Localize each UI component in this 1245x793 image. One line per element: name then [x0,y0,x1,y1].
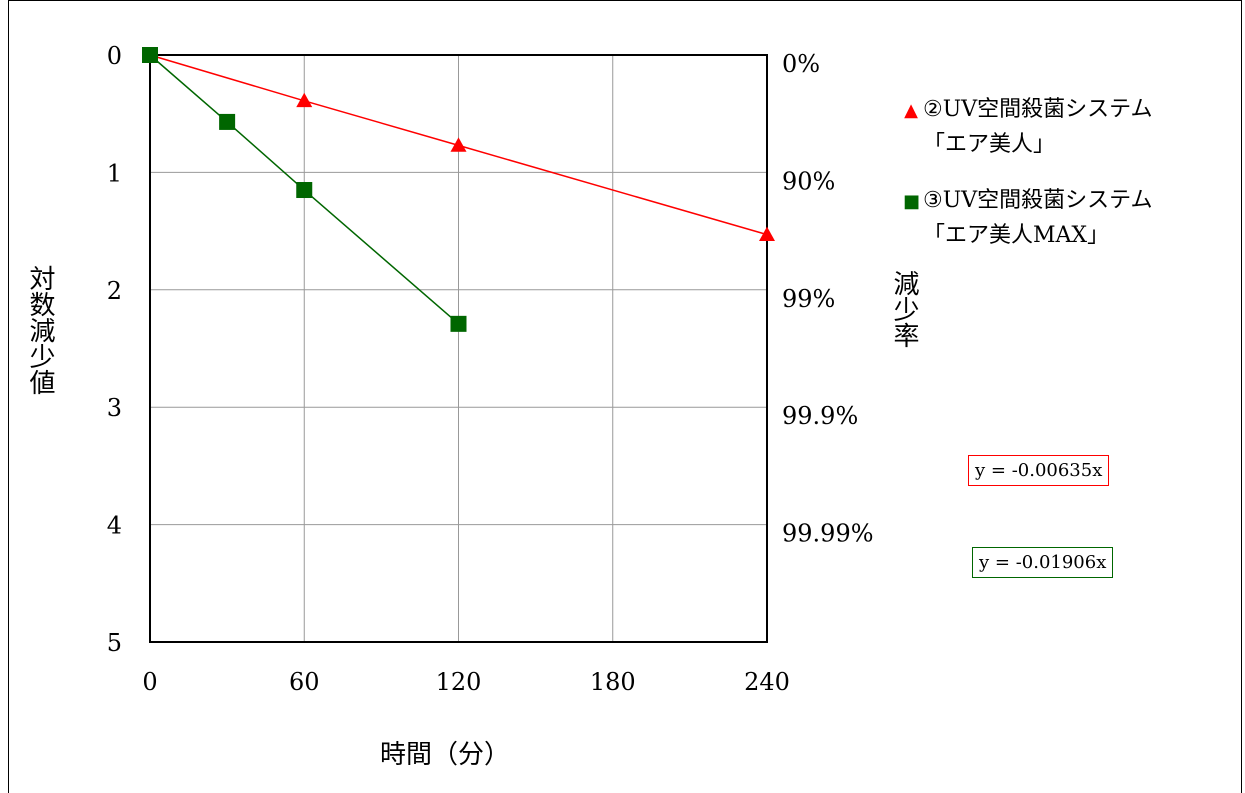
series-2-point-0 [142,47,158,63]
equation-series-2: y = -0.01906x [972,547,1114,578]
legend-label-series-1-line-2: 「エア美人」 [923,132,1056,157]
series-2-line [149,54,459,325]
plot-border [149,54,768,643]
series-2-point-1 [219,113,236,130]
legend-label-series-2-line-2: 「エア美人MAX」 [923,223,1110,248]
y-axis-label-left: 対数減少値 [25,265,55,395]
x-tick-label-3: 180 [590,668,636,696]
y-tick-label-2: 2 [107,277,122,305]
y-right-tick-label-1: 90% [782,167,835,195]
legend-entry-series-1: ▲ ②UV空間殺菌システム 「エア美人」 [903,93,1153,162]
x-tick-label-4: 240 [744,668,790,696]
legend-label-series-1-line-1: ②UV空間殺菌システム [923,97,1153,122]
x-tick-label-2: 120 [436,668,482,696]
y-tick-label-4: 4 [107,512,122,540]
x-axis-label: 時間（分） [380,740,511,770]
square-marker-icon: ■ [903,191,921,212]
series-2-point-3 [450,315,467,332]
y-tick-label-1: 1 [107,159,122,187]
triangle-marker-icon: ▲ [904,100,918,121]
y-tick-label-3: 3 [107,394,122,422]
x-tick-label-0: 0 [142,668,157,696]
y-right-tick-label-3: 99.9% [782,402,858,430]
series-1-point-1 [296,92,313,108]
legend-label-series-2-line-1: ③UV空間殺菌システム [923,188,1153,213]
series-1-point-2 [450,137,467,152]
series-2-point-2 [296,182,313,199]
chart-frame [8,0,1242,793]
y-tick-label-0: 0 [107,42,122,70]
x-tick-label-1: 60 [289,668,320,696]
y-axis-label-right: 減少率 [889,270,919,348]
y-tick-label-5: 5 [107,629,122,657]
y-right-tick-label-4: 99.99% [782,520,874,548]
series-1-line [149,54,768,236]
series-1-point-3 [759,226,775,242]
legend-entry-series-2: ■ ③UV空間殺菌システム 「エア美人MAX」 [903,184,1153,253]
y-right-tick-label-2: 99% [782,285,835,313]
y-right-tick-label-0: 0% [782,50,820,78]
equation-series-1: y = -0.00635x [968,455,1110,486]
